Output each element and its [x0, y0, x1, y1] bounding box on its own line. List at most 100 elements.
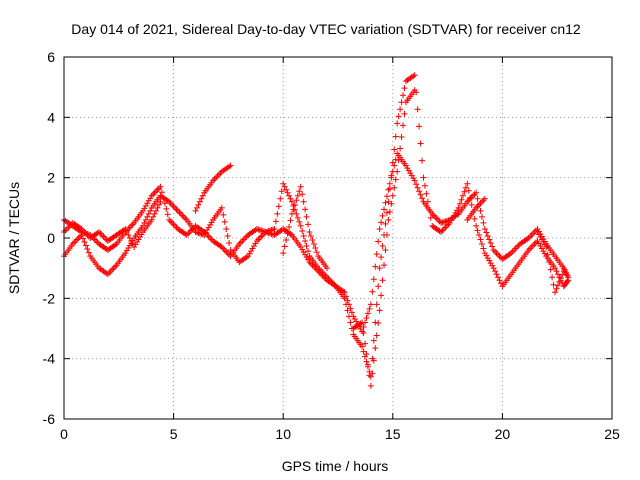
data-point	[486, 236, 493, 243]
data-point	[265, 227, 272, 234]
data-point	[473, 222, 480, 229]
data-point	[268, 226, 275, 233]
data-point	[372, 263, 379, 270]
data-point	[367, 301, 374, 308]
data-point	[220, 211, 227, 218]
data-point	[420, 174, 427, 181]
data-point	[397, 145, 404, 152]
data-point	[414, 184, 421, 191]
data-point	[489, 262, 496, 269]
data-point	[363, 314, 370, 321]
data-point	[382, 220, 389, 227]
data-point	[182, 230, 189, 237]
data-point	[391, 162, 398, 169]
data-point	[226, 163, 233, 170]
data-point	[381, 262, 388, 269]
data-point	[246, 250, 253, 257]
data-point	[359, 343, 366, 350]
data-point	[324, 265, 331, 272]
data-point	[382, 199, 389, 206]
data-point	[381, 206, 388, 213]
data-point	[392, 176, 399, 183]
data-point	[303, 243, 310, 250]
data-point	[543, 244, 550, 251]
data-point	[379, 277, 386, 284]
data-point	[524, 236, 531, 243]
data-point	[192, 228, 199, 235]
data-point	[94, 229, 101, 236]
data-point	[554, 282, 561, 289]
data-point	[245, 253, 252, 260]
data-point	[269, 226, 276, 233]
data-point	[278, 188, 285, 195]
data-point	[478, 213, 485, 220]
data-point	[286, 192, 293, 199]
data-point	[541, 250, 548, 257]
data-point	[448, 217, 455, 224]
data-point	[538, 236, 545, 243]
data-point	[226, 240, 233, 247]
data-point	[400, 122, 407, 129]
data-point	[360, 348, 367, 355]
data-point	[343, 301, 350, 308]
data-point	[208, 219, 215, 226]
data-point	[195, 229, 202, 236]
data-point	[85, 249, 92, 256]
data-point	[375, 238, 382, 245]
data-point	[81, 239, 88, 246]
data-point	[378, 254, 385, 261]
data-point	[312, 245, 319, 252]
data-point	[465, 187, 472, 194]
data-point	[299, 246, 306, 253]
data-point	[305, 221, 312, 228]
data-point	[394, 120, 401, 127]
data-point	[375, 319, 382, 326]
data-point	[123, 228, 130, 235]
data-point	[373, 301, 380, 308]
data-point	[477, 236, 484, 243]
data-point	[462, 184, 469, 191]
data-point	[544, 251, 551, 258]
data-point	[248, 248, 255, 255]
data-point	[534, 238, 541, 245]
data-point	[386, 185, 393, 192]
data-point	[205, 224, 212, 231]
data-point	[394, 168, 401, 175]
data-point	[497, 280, 504, 287]
data-point	[126, 235, 133, 241]
data-point	[196, 230, 203, 237]
data-point	[313, 249, 320, 256]
data-point	[427, 214, 434, 221]
data-point	[310, 241, 317, 248]
data-point	[144, 200, 151, 207]
data-point	[250, 243, 257, 250]
data-point	[411, 177, 418, 184]
data-point	[294, 214, 301, 221]
data-point	[378, 219, 385, 226]
data-point	[132, 241, 139, 248]
data-point	[565, 277, 572, 284]
data-point	[363, 358, 370, 365]
data-point	[442, 218, 449, 225]
data-point	[306, 228, 313, 235]
data-point	[367, 382, 374, 389]
data-point	[376, 307, 383, 314]
data-point	[262, 228, 269, 235]
data-point	[362, 340, 369, 347]
data-point	[411, 72, 418, 79]
data-point	[340, 288, 347, 295]
data-point	[538, 245, 545, 252]
data-point	[147, 195, 154, 202]
data-point	[419, 157, 426, 164]
data-point	[477, 207, 484, 214]
data-point	[204, 226, 211, 233]
data-point	[379, 212, 386, 219]
data-point	[243, 254, 250, 261]
x-tick-label: 25	[604, 426, 620, 442]
data-point	[451, 212, 458, 219]
data-point	[480, 245, 487, 252]
data-point	[157, 183, 164, 190]
data-point	[421, 182, 428, 189]
data-point	[416, 123, 423, 130]
data-point	[454, 207, 461, 214]
